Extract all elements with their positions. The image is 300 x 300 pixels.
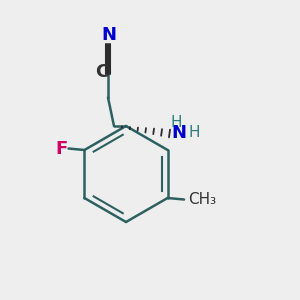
Text: F: F: [56, 140, 68, 158]
Text: CH₃: CH₃: [189, 192, 217, 207]
Text: N: N: [101, 26, 116, 44]
Text: H: H: [188, 125, 200, 140]
Text: C: C: [95, 63, 109, 81]
Text: H: H: [171, 115, 182, 130]
Text: N: N: [171, 124, 186, 142]
